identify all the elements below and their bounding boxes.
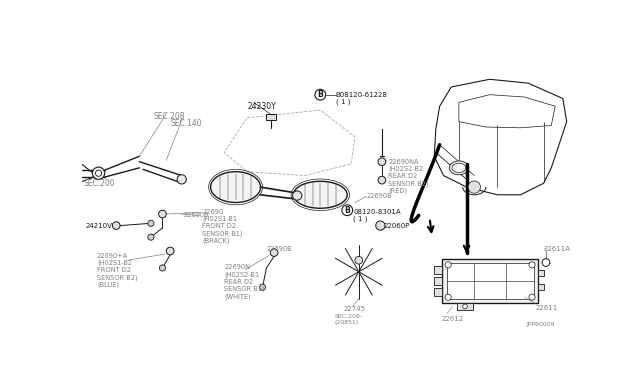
Circle shape <box>376 221 385 230</box>
Text: 22690N
(H02S2-B1
REAR D2
SENSOR B1)
(WHITE): 22690N (H02S2-B1 REAR D2 SENSOR B1) (WHI… <box>224 264 264 299</box>
Text: 22612: 22612 <box>442 316 464 322</box>
Text: 08120-8301A
( 1 ): 08120-8301A ( 1 ) <box>353 209 401 222</box>
Ellipse shape <box>452 163 466 173</box>
Ellipse shape <box>211 172 260 202</box>
Text: JPP60009: JPP60009 <box>526 322 554 327</box>
Bar <box>538 284 545 290</box>
Text: 24230Y: 24230Y <box>247 102 276 111</box>
Text: B08120-61228
( 1 ): B08120-61228 ( 1 ) <box>336 92 388 105</box>
Text: B: B <box>344 206 350 215</box>
Bar <box>435 277 442 285</box>
Text: 24210V: 24210V <box>86 223 113 229</box>
Circle shape <box>378 158 386 166</box>
Circle shape <box>315 89 326 100</box>
Bar <box>447 263 534 299</box>
Circle shape <box>159 210 166 218</box>
Circle shape <box>378 176 386 184</box>
Bar <box>442 259 538 303</box>
Text: SEC.140: SEC.140 <box>170 119 202 128</box>
Text: 22690B: 22690B <box>266 246 292 252</box>
Circle shape <box>148 234 154 240</box>
Text: SEC.208: SEC.208 <box>153 112 185 121</box>
Text: SEC.208-
(20851): SEC.208- (20851) <box>334 314 362 325</box>
Text: B: B <box>317 90 323 99</box>
Circle shape <box>259 284 266 290</box>
Circle shape <box>542 259 550 266</box>
Text: SEC.200: SEC.200 <box>83 179 115 188</box>
Circle shape <box>529 294 535 300</box>
Circle shape <box>445 262 451 268</box>
Text: 22690NA
(H02S2-B2
REAR D2
SENSOR B2)
(RED): 22690NA (H02S2-B2 REAR D2 SENSOR B2) (RE… <box>388 158 429 194</box>
Text: 22745: 22745 <box>344 307 365 312</box>
Circle shape <box>166 247 174 255</box>
Circle shape <box>270 249 278 256</box>
Circle shape <box>342 205 353 216</box>
Text: 22690B: 22690B <box>184 212 210 218</box>
Ellipse shape <box>293 181 348 208</box>
Circle shape <box>468 181 481 193</box>
Bar <box>538 270 545 276</box>
Bar <box>266 114 276 120</box>
Text: 22690
(H02S1-B1
FRONT D2
SENSOR B1)
(BRACK): 22690 (H02S1-B1 FRONT D2 SENSOR B1) (BRA… <box>202 209 243 244</box>
Circle shape <box>148 220 154 226</box>
Circle shape <box>177 175 186 184</box>
Circle shape <box>445 294 451 300</box>
Text: 22611A: 22611A <box>543 246 571 252</box>
Circle shape <box>95 170 102 176</box>
Text: 22060P: 22060P <box>383 223 410 229</box>
Circle shape <box>113 222 120 230</box>
Circle shape <box>92 167 105 179</box>
Circle shape <box>159 265 166 271</box>
Circle shape <box>463 304 467 309</box>
Bar <box>458 303 473 310</box>
Text: 22611: 22611 <box>536 305 558 311</box>
Text: 22690B: 22690B <box>367 193 392 199</box>
Circle shape <box>529 262 535 268</box>
Bar <box>435 288 442 296</box>
Circle shape <box>292 191 302 200</box>
Text: 22690+A
(H02S1-B2
FRONT D2
SENSOR B2)
(BLUE): 22690+A (H02S1-B2 FRONT D2 SENSOR B2) (B… <box>97 253 138 288</box>
Ellipse shape <box>449 161 468 175</box>
Bar <box>435 266 442 274</box>
Circle shape <box>355 256 363 264</box>
